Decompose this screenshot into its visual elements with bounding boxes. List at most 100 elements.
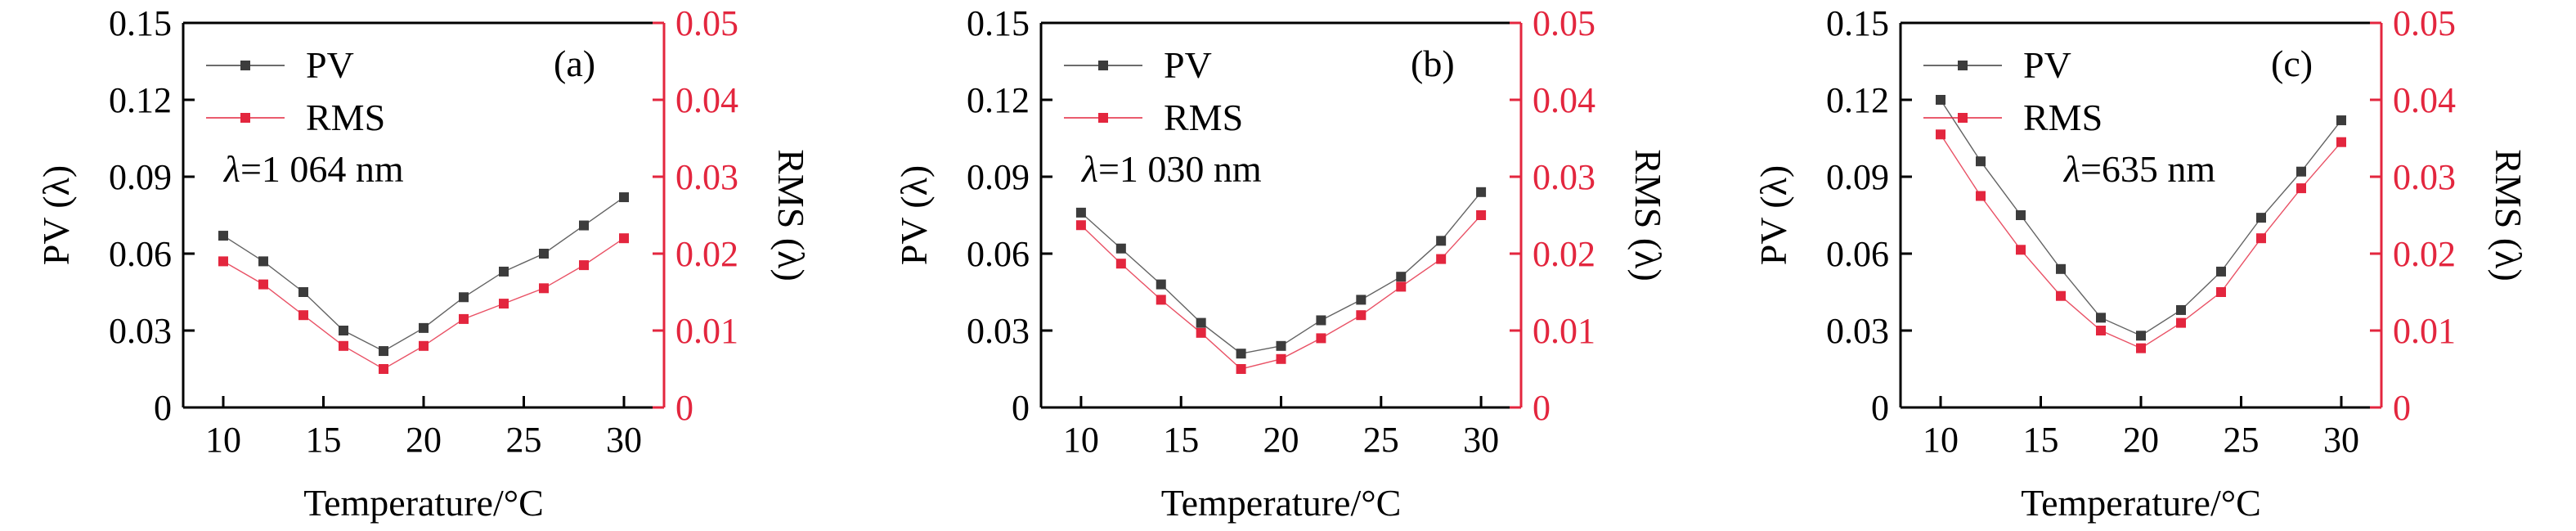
x-tick-label: 10: [205, 420, 241, 460]
data-point-pv: [2016, 210, 2026, 220]
data-point-pv: [1316, 315, 1326, 326]
data-point-rms: [419, 340, 429, 351]
x-tick-label: 15: [1163, 420, 1199, 460]
data-point-rms: [1156, 295, 1166, 305]
right-y-tick-label: 0.05: [2393, 3, 2456, 43]
x-tick-label: 20: [406, 420, 442, 460]
legend-label: PV: [306, 44, 354, 86]
series-rms: [218, 233, 629, 374]
data-point-rms: [339, 340, 348, 351]
data-point-rms: [2096, 326, 2106, 335]
left-y-tick-label: 0.06: [109, 234, 172, 274]
left-y-tick-label: 0.09: [109, 157, 172, 197]
left-y-tick-label: 0.09: [967, 157, 1030, 197]
legend-marker: [1958, 61, 1968, 70]
left-y-tick-label: 0.15: [967, 3, 1030, 43]
right-y-tick-label: 0.05: [1533, 3, 1595, 43]
data-point-rms: [2296, 183, 2306, 194]
x-tick-label: 10: [1923, 420, 1959, 460]
wavelength-value: =635 nm: [2080, 148, 2215, 190]
data-point-pv: [2056, 263, 2066, 274]
x-tick-label: 15: [2023, 420, 2059, 460]
data-point-pv: [499, 266, 509, 277]
data-point-pv: [2176, 304, 2186, 315]
left-y-tick-label: 0.12: [967, 80, 1030, 120]
legend-label: PV: [2023, 44, 2071, 86]
data-point-rms: [2256, 233, 2266, 244]
left-y-tick-label: 0.06: [967, 234, 1030, 274]
legend-entry-rms: RMS: [1064, 97, 1243, 138]
data-point-rms: [1236, 364, 1246, 374]
data-point-pv: [579, 220, 589, 231]
data-point-pv: [2216, 266, 2226, 277]
panel-label: (a): [554, 43, 595, 84]
data-point-rms: [1476, 210, 1487, 220]
data-point-pv: [1156, 279, 1166, 290]
data-point-pv: [1115, 243, 1126, 254]
right-y-tick-label: 0.03: [1533, 157, 1595, 197]
right-y-tick-label: 0.05: [675, 3, 738, 43]
legend-label: RMS: [306, 97, 385, 138]
x-tick-label: 30: [2323, 420, 2359, 460]
data-point-pv: [1436, 236, 1447, 246]
data-point-pv: [1075, 207, 1086, 218]
right-y-tick-label: 0.01: [675, 311, 738, 351]
data-point-rms: [499, 299, 509, 309]
legend-marker: [240, 61, 250, 70]
left-y-tick-label: 0.15: [1826, 3, 1889, 43]
left-y-tick-label: 0: [154, 388, 172, 428]
x-tick-label: 10: [1063, 420, 1099, 460]
data-point-pv: [1236, 349, 1246, 359]
right-y-tick-label: 0.04: [2393, 80, 2456, 120]
series-pv: [218, 192, 629, 357]
right-y-tick-label: 0.04: [675, 80, 738, 120]
left-y-tick-label: 0.12: [109, 80, 172, 120]
x-tick-label: 30: [606, 420, 642, 460]
wavelength-value: =1 030 nm: [1098, 148, 1262, 190]
data-point-pv: [2336, 115, 2346, 126]
wavelength-symbol: λ: [222, 148, 240, 190]
legend-entry-pv: PV: [206, 44, 354, 86]
data-point-rms: [1276, 353, 1286, 364]
data-point-pv: [339, 326, 348, 335]
data-point-rms: [459, 313, 469, 324]
data-point-rms: [1436, 254, 1447, 264]
legend-entry-rms: RMS: [1923, 97, 2103, 138]
legend-marker: [1958, 113, 1968, 123]
panel-label: (b): [1411, 43, 1455, 84]
data-point-pv: [419, 322, 429, 333]
data-point-rms: [1976, 191, 1986, 201]
data-point-pv: [2296, 166, 2306, 177]
data-point-rms: [298, 310, 308, 321]
data-point-pv: [1976, 156, 1986, 167]
data-point-rms: [1196, 327, 1206, 338]
data-point-pv: [2136, 331, 2146, 341]
x-tick-label: 25: [2224, 420, 2260, 460]
data-point-rms: [2216, 287, 2226, 297]
left-y-tick-label: 0.06: [1826, 234, 1889, 274]
chart-panel-b: 10 15 20 25 30 0 0.03 0.06 0.09 0.12 0.15 0 0.01 0.02…: [893, 3, 1669, 524]
right-y-axis-title: RMS (λ): [1627, 149, 1669, 281]
legend-label: PV: [1164, 44, 1212, 86]
data-point-pv: [1196, 317, 1206, 328]
right-y-tick-label: 0.01: [2393, 311, 2456, 351]
right-y-tick-label: 0: [2393, 388, 2411, 428]
left-y-tick-label: 0.15: [109, 3, 172, 43]
data-point-rms: [539, 283, 549, 294]
left-y-axis-title: PV (λ): [35, 165, 77, 265]
data-point-pv: [1476, 187, 1487, 197]
right-y-tick-label: 0.01: [1533, 311, 1595, 351]
wavelength-annotation: λ=1 064 nm: [222, 148, 404, 190]
data-point-rms: [379, 364, 388, 374]
x-tick-label: 25: [1363, 420, 1399, 460]
series-pv: [1936, 95, 2346, 341]
legend-marker: [240, 113, 250, 123]
left-y-tick-label: 0.12: [1826, 80, 1889, 120]
data-point-rms: [218, 256, 228, 267]
x-tick-label: 25: [506, 420, 542, 460]
data-point-pv: [619, 192, 629, 203]
chart-panel-c: 10 15 20 25 30 0 0.03 0.06 0.09 0.12 0.15 0 0.01 0.02…: [1752, 3, 2529, 524]
left-y-tick-label: 0.03: [109, 311, 172, 351]
data-point-rms: [1115, 259, 1126, 269]
